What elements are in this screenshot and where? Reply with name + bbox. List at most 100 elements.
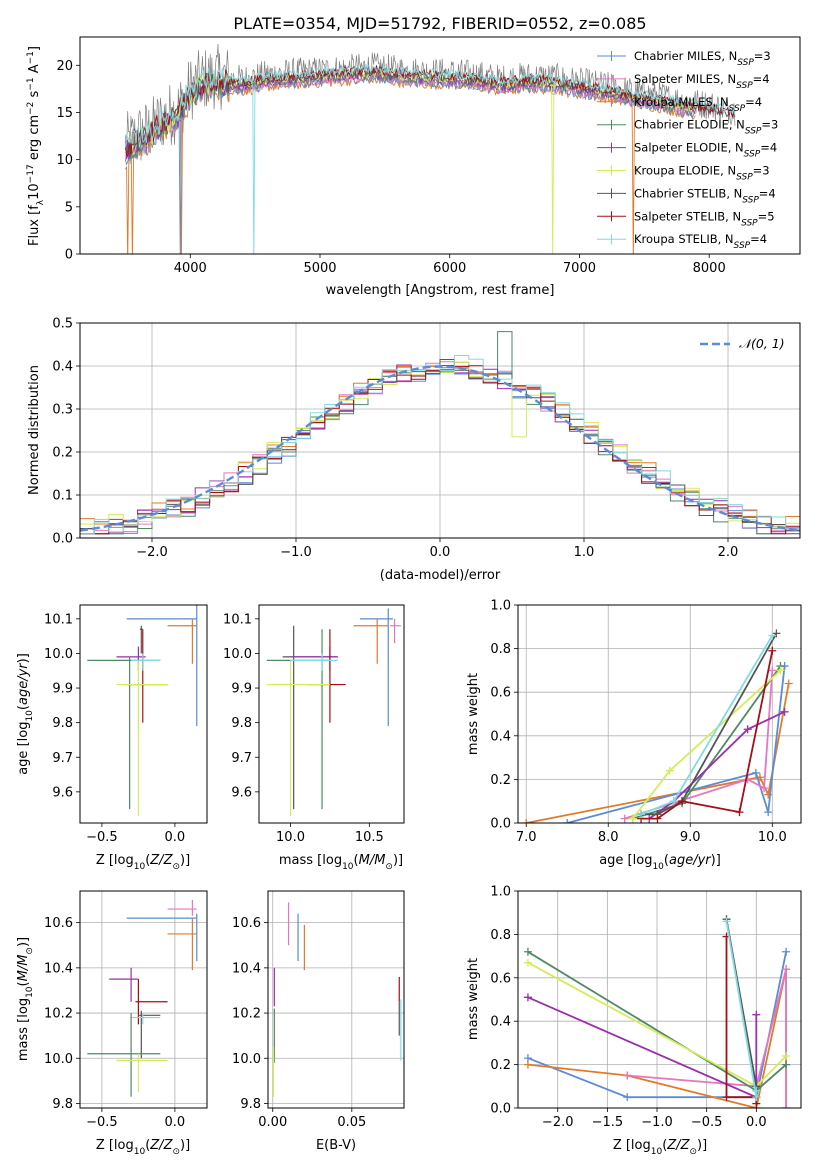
weight-marker [782, 1051, 791, 1060]
legend-label-salpeter-miles: Salpeter MILES, NSSP=4 [634, 72, 770, 91]
x-tick-label: −1.5 [592, 1115, 624, 1130]
weight-marker [743, 775, 752, 784]
legend-label-normal: 𝒩(0, 1) [739, 336, 785, 351]
legend-label-kroupa-miles: Kroupa MILES, NSSP=4 [634, 95, 762, 114]
axes-frame [79, 890, 208, 1109]
y-tick-label: 10.0 [232, 1052, 261, 1067]
point-kroupa-miles [167, 618, 197, 664]
weight-marker [523, 958, 532, 967]
weight-marker [665, 766, 674, 775]
ylabel-Z-vs-mass: mass [log10(M/M⊙)] [16, 937, 35, 1061]
y-tick-label: 0.4 [490, 729, 511, 744]
y-tick-label: 0.2 [490, 1058, 511, 1073]
weight-marker [782, 1104, 791, 1108]
weight-marker [620, 814, 629, 823]
grid [80, 891, 207, 1108]
plot-area [87, 900, 198, 1097]
y-tick-label: 0.5 [52, 317, 73, 332]
weight-marker [752, 1086, 761, 1095]
x-tick-label: −1.0 [641, 1115, 673, 1130]
panel-spectrum: 4000 5000 6000 7000 8000 0 5 10 15 20 Chabrier MIL… [26, 36, 801, 298]
legend-label-salpeter-stelib: Salpeter STELIB, NSSP=5 [634, 209, 775, 228]
ylabel-Z-vs-age: age [log10(age/yr)] [16, 653, 35, 775]
grid [268, 891, 404, 1108]
plot-area [87, 605, 198, 817]
panel-residual-histogram: −2.0 −1.0 0.0 1.0 2.0 0.0 0.1 0.2 0.3 0.4 0.5 𝒩(0, … [27, 317, 801, 583]
axes-frame [517, 890, 802, 1109]
point-chabrier-miles [126, 913, 198, 962]
weight-marker [628, 814, 637, 823]
plot-area [80, 331, 800, 535]
weight-marker [776, 666, 785, 675]
weight-marker [735, 808, 744, 817]
point-kroupa-stelib [131, 653, 161, 671]
y-tick-label: 10.0 [223, 647, 252, 662]
y-tick-label: 10.6 [44, 916, 73, 931]
weight-marker [563, 819, 572, 823]
point-salpeter-miles [167, 900, 197, 916]
weight-marker [722, 1093, 731, 1102]
y-tick-label: 10.6 [232, 916, 261, 931]
y-tick-label: 9.9 [231, 682, 252, 697]
y-tick-label: 0.8 [490, 642, 511, 657]
y-tick-label: 10 [56, 153, 73, 168]
y-tick-label: 0.1 [52, 489, 73, 504]
y-tick-label: 10.4 [44, 961, 73, 976]
y-tick-label: 0.6 [490, 971, 511, 986]
y-tick-label: 10.1 [223, 612, 252, 627]
panel-Z-vs-mass: −0.5 0.0 9.8 10.0 10.2 10.4 10.6 Z [log10(Z/Z⊙)… [16, 890, 208, 1157]
legend-label-kroupa-elodie: Kroupa ELODIE, NSSP=3 [634, 164, 770, 183]
weight-marker [743, 725, 752, 734]
x-tick-label: 0.0 [746, 1115, 767, 1130]
x-tick-label: 0.0 [430, 545, 451, 560]
weight-marker [522, 819, 531, 823]
axes-frame [267, 890, 405, 1109]
point-kroupa-elodie [266, 660, 330, 817]
weight-marker [782, 947, 791, 956]
point-kroupa-elodie [116, 660, 168, 817]
axes-frame [258, 604, 405, 824]
y-tick-label: 1.0 [490, 599, 511, 614]
x-tick-label: 10.0 [276, 830, 305, 845]
weight-marker [669, 797, 678, 806]
weight-line-salpeter-miles [627, 968, 787, 1108]
point-kroupa-stelib [290, 653, 338, 671]
weight-line-salpeter-elodie [648, 710, 785, 820]
x-tick-label: −2.0 [136, 545, 168, 560]
x-tick-label: 6000 [433, 261, 466, 276]
x-tick-label: 10.5 [355, 830, 384, 845]
y-tick-label: 10.0 [44, 647, 73, 662]
spectrum-legend: Chabrier MILES, NSSP=3 Salpeter MILES, NS… [597, 49, 778, 251]
weight-marker [523, 947, 532, 956]
point-kroupa-elodie [116, 1053, 168, 1093]
plot-area [272, 902, 402, 1097]
x-tick-label: −0.5 [86, 830, 118, 845]
legend-label-salpeter-elodie: Salpeter ELODIE, NSSP=4 [634, 141, 777, 160]
weight-marker [764, 808, 773, 817]
x-tick-label: 7000 [563, 261, 596, 276]
spectrum-ylabel: Flux [fλ10−17 erg cm−2 s−1 A−1] [26, 46, 46, 246]
y-tick-label: 10.0 [44, 1052, 73, 1067]
x-tick-label: 0.05 [337, 1115, 366, 1130]
y-tick-label: 9.9 [52, 682, 73, 697]
x-tick-label: 9.0 [680, 830, 701, 845]
x-tick-label: 5000 [303, 261, 336, 276]
y-tick-label: 20 [56, 59, 73, 74]
y-tick-label: 0.0 [490, 817, 511, 832]
y-tick-label: 9.8 [52, 1097, 73, 1112]
point-kroupa-miles [353, 618, 389, 664]
point-salpeter-elodie [109, 967, 139, 1002]
panel-Z-vs-age: −0.5 0.0 9.6 9.7 9.8 9.9 10.0 10.1 Z [log10(Z/Z⊙… [16, 604, 208, 872]
y-tick-label: 1.0 [490, 885, 511, 900]
weight-marker [782, 965, 791, 974]
y-tick-label: 0.4 [490, 1015, 511, 1030]
xlabel-age-vs-weight: age [log10(age/yr)] [599, 853, 721, 872]
y-tick-label: 0 [65, 248, 73, 263]
y-tick-label: 0.0 [52, 532, 73, 547]
weight-marker [784, 679, 793, 688]
x-tick-label: 10.0 [758, 830, 787, 845]
weight-marker [780, 707, 789, 716]
ylabel-age-vs-weight: mass weight [466, 673, 481, 755]
panel-Z-vs-weight: −2.0 −1.5 −1.0 −0.5 0.0 0.0 0.2 0.4 0.6 0.8 1.0 Z [… [466, 885, 802, 1157]
weight-marker [760, 784, 769, 793]
